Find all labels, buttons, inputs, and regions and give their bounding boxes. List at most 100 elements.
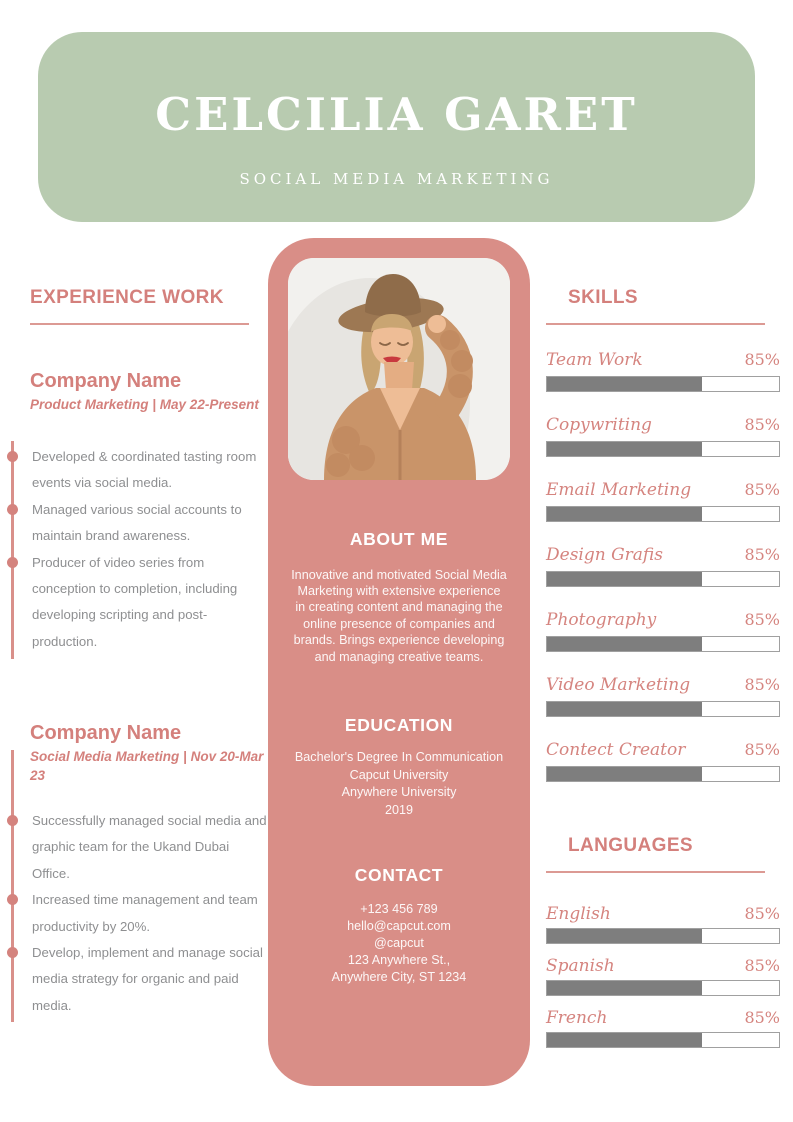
- skill-bar-fill: [547, 766, 703, 781]
- skill-row: Email Marketing 85%: [546, 479, 780, 501]
- bullet-item: Managed various social accounts to maint…: [7, 497, 270, 550]
- company-role-dates: Product Marketing | May 22-Present: [30, 397, 259, 412]
- skills-section: SKILLS Team Work 85% Copywriting 85% Em: [546, 288, 780, 804]
- contact-details: +123 456 789 hello@capcut.com @capcut 12…: [268, 901, 530, 986]
- skill-bar: [546, 375, 780, 392]
- language-label: French: [546, 1007, 608, 1028]
- header-banner: CELCILIA GARET SOCIAL MEDIA MARKETING: [38, 32, 755, 222]
- languages-section: LANGUAGES English 85% Spanish 85% Frenc: [546, 836, 780, 1059]
- language-bar-fill: [547, 980, 703, 995]
- language-item: English 85%: [546, 903, 780, 944]
- skill-bar-fill: [547, 441, 703, 456]
- company-role-dates: Social Media Marketing | Nov 20-Mar 23: [30, 749, 264, 783]
- languages-list: English 85% Spanish 85% French 85%: [546, 903, 780, 1048]
- skill-percent: 85%: [744, 414, 780, 434]
- skill-item: Photography 85%: [546, 609, 780, 652]
- skill-percent: 85%: [744, 674, 780, 694]
- skill-label: Copywriting: [546, 414, 652, 435]
- skill-bar: [546, 570, 780, 587]
- education-line: Capcut University: [349, 767, 449, 782]
- languages-divider: [546, 871, 765, 873]
- experience-job-1: Company Name Product Marketing | May 22-…: [30, 370, 266, 414]
- skill-label: Team Work: [546, 349, 643, 370]
- skill-percent: 85%: [744, 544, 780, 564]
- profile-column: ABOUT ME Innovative and motivated Social…: [268, 238, 530, 1086]
- woman-portrait-illustration: [288, 258, 510, 480]
- experience-bullets-2: Successfully managed social media and gr…: [7, 808, 270, 1019]
- company-name: Company Name: [30, 722, 182, 744]
- language-bar: [546, 979, 780, 996]
- language-row: Spanish 85%: [546, 955, 780, 977]
- contact-heading: CONTACT: [354, 865, 444, 886]
- language-bar-fill: [547, 1032, 703, 1047]
- skill-label: Photography: [546, 609, 657, 630]
- skill-label: Contect Creator: [546, 739, 686, 760]
- language-label: English: [546, 903, 611, 924]
- skill-bar: [546, 635, 780, 652]
- education-line: Anywhere University: [341, 785, 457, 800]
- skill-bar: [546, 765, 780, 782]
- skill-bar-fill: [547, 701, 703, 716]
- education-line: 2019: [384, 802, 414, 817]
- education-details: Bachelor's Degree In Communication Capcu…: [268, 749, 530, 819]
- language-percent: 85%: [744, 1007, 780, 1027]
- skill-row: Copywriting 85%: [546, 414, 780, 436]
- profile-photo: [288, 258, 510, 480]
- contact-address-line: Anywhere City, ST 1234: [331, 969, 467, 984]
- contact-phone: +123 456 789: [360, 901, 438, 916]
- language-item: Spanish 85%: [546, 955, 780, 996]
- about-text: Innovative and motivated Social Media Ma…: [291, 567, 507, 664]
- skill-bar: [546, 700, 780, 717]
- company-name: Company Name: [30, 370, 182, 392]
- languages-heading: LANGUAGES: [568, 835, 693, 856]
- skill-bar-fill: [547, 636, 703, 651]
- about-heading: ABOUT ME: [349, 529, 449, 549]
- skill-item: Contect Creator 85%: [546, 739, 780, 782]
- skill-row: Design Grafis 85%: [546, 544, 780, 566]
- timeline-line: [11, 441, 14, 659]
- skills-list: Team Work 85% Copywriting 85% Email Mark…: [546, 349, 780, 782]
- contact-address-line: 123 Anywhere St.,: [347, 952, 451, 967]
- language-percent: 85%: [744, 955, 780, 975]
- skill-item: Design Grafis 85%: [546, 544, 780, 587]
- bullet-item: Increased time management and team produ…: [7, 887, 270, 940]
- skill-percent: 85%: [744, 739, 780, 759]
- skill-item: Email Marketing 85%: [546, 479, 780, 522]
- skill-label: Design Grafis: [546, 544, 663, 565]
- timeline-line: [11, 750, 14, 1022]
- person-role: SOCIAL MEDIA MARKETING: [239, 170, 554, 188]
- person-name: CELCILIA GARET: [155, 88, 638, 141]
- language-bar: [546, 1031, 780, 1048]
- language-row: English 85%: [546, 903, 780, 925]
- language-bar-fill: [547, 928, 703, 943]
- skill-percent: 85%: [744, 609, 780, 629]
- skill-bar-fill: [547, 506, 703, 521]
- skill-percent: 85%: [744, 479, 780, 499]
- skill-row: Photography 85%: [546, 609, 780, 631]
- skill-bar-fill: [547, 571, 703, 586]
- education-line: Bachelor's Degree In Communication: [294, 750, 504, 765]
- skill-label: Email Marketing: [546, 479, 692, 500]
- experience-heading: EXPERIENCE WORK: [30, 287, 224, 308]
- language-item: French 85%: [546, 1007, 780, 1048]
- experience-divider: [30, 323, 249, 325]
- education-heading: EDUCATION: [344, 714, 454, 735]
- skills-heading: SKILLS: [568, 287, 638, 308]
- experience-bullets-1: Developed & coordinated tasting room eve…: [7, 444, 270, 656]
- skill-row: Contect Creator 85%: [546, 739, 780, 761]
- skill-label: Video Marketing: [546, 674, 691, 695]
- skill-item: Team Work 85%: [546, 349, 780, 392]
- language-percent: 85%: [744, 903, 780, 923]
- skill-item: Video Marketing 85%: [546, 674, 780, 717]
- skill-bar: [546, 505, 780, 522]
- language-row: French 85%: [546, 1007, 780, 1029]
- bullet-item: Developed & coordinated tasting room eve…: [7, 444, 270, 497]
- skill-bar-fill: [547, 376, 703, 391]
- skill-bar: [546, 440, 780, 457]
- bullet-item: Producer of video series from conception…: [7, 550, 270, 656]
- bullet-item: Develop, implement and manage social med…: [7, 940, 270, 1019]
- contact-email: hello@capcut.com: [347, 918, 451, 933]
- skill-row: Team Work 85%: [546, 349, 780, 371]
- bullet-item: Successfully managed social media and gr…: [7, 808, 270, 887]
